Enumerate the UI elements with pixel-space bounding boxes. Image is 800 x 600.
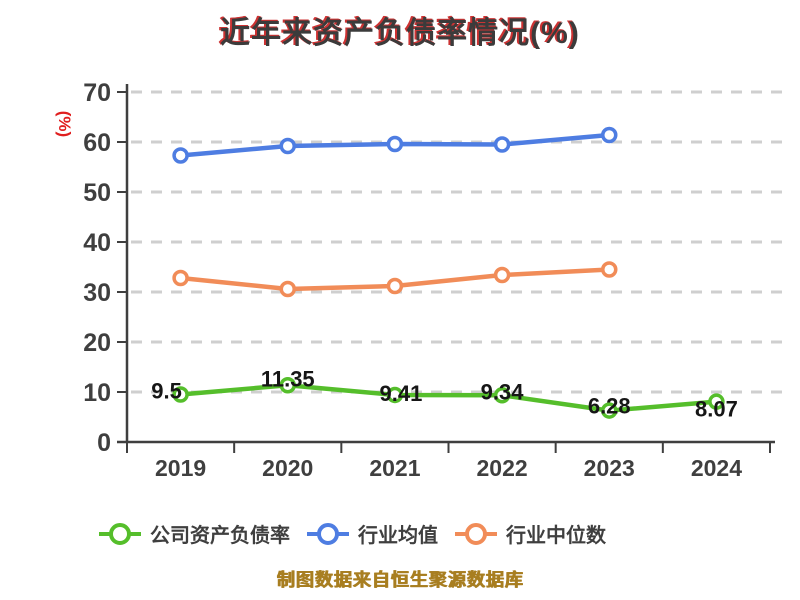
series-line-0 [178, 383, 719, 413]
marker-series-0 [279, 377, 296, 394]
x-tick-label: 2020 [262, 455, 313, 481]
legend-marker-industry-avg-icon [307, 522, 349, 545]
data-label: 9.5 [151, 379, 182, 404]
marker-series-2 [172, 269, 189, 287]
data-label: 9.34 [481, 379, 525, 404]
data-label: 6.28 [588, 394, 631, 419]
marker-series-1 [601, 126, 618, 144]
x-tick-label: 2024 [691, 455, 742, 481]
legend-marker-company-icon [99, 522, 141, 545]
marker-series-0 [601, 402, 618, 419]
marker-series-0 [708, 393, 725, 410]
legend: 公司资产负债率 行业均值 行业中位数 [98, 519, 606, 548]
x-tick-label: 2019 [155, 455, 206, 481]
chart-title: 近年来资产负债率情况(%) [220, 17, 580, 50]
marker-series-1 [493, 136, 511, 153]
legend-item-industry-median[interactable]: 行业中位数 [454, 519, 606, 548]
legend-label-industry-median: 行业中位数 [506, 525, 606, 547]
y-tick-label: 70 [83, 79, 111, 107]
data-label: 9.41 [380, 381, 423, 406]
legend-marker-industry-median-icon [455, 522, 497, 545]
marker-series-1 [172, 147, 189, 164]
marker-series-0 [493, 387, 511, 404]
marker-series-0 [386, 386, 404, 404]
y-tick-label: 50 [83, 179, 111, 207]
marker-series-2 [601, 261, 618, 278]
legend-item-company[interactable]: 公司资产负债率 [98, 519, 290, 548]
data-source-caption: 制图数据来自恒生聚源数据库 [276, 570, 524, 590]
legend-label-company: 公司资产负债率 [150, 525, 290, 547]
marker-series-1 [279, 137, 296, 155]
data-label: 11.35 [261, 366, 315, 391]
marker-series-2 [279, 280, 296, 298]
legend-label-industry-avg: 行业均值 [358, 525, 438, 547]
marker-series-2 [493, 266, 511, 284]
x-tick-label: 2022 [476, 455, 527, 481]
marker-series-1 [386, 135, 404, 153]
marker-series-2 [386, 277, 404, 295]
legend-item-industry-avg[interactable]: 行业均值 [306, 519, 438, 548]
x-tick-label: 2023 [584, 455, 635, 481]
data-label: 8.07 [695, 397, 738, 422]
y-tick-label: 60 [83, 129, 111, 157]
y-tick-label: 0 [97, 429, 111, 457]
y-tick-label: 20 [83, 329, 111, 357]
y-tick-label: 30 [83, 279, 111, 307]
y-tick-label: 10 [83, 379, 111, 407]
marker-series-0 [172, 386, 189, 403]
x-tick-label: 2021 [369, 455, 420, 481]
y-tick-label: 40 [83, 229, 111, 257]
